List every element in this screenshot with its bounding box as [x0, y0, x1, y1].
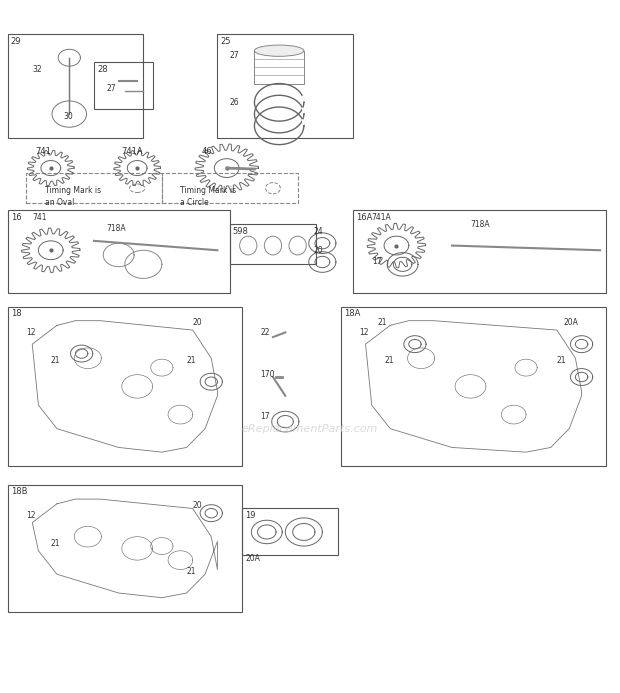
Text: 20A: 20A: [245, 554, 260, 563]
Text: 21: 21: [187, 356, 196, 365]
Text: 18: 18: [11, 309, 21, 318]
Text: 17: 17: [260, 412, 270, 421]
Text: 718A: 718A: [106, 225, 126, 234]
Text: 19: 19: [245, 511, 255, 520]
Text: 18B: 18B: [11, 487, 27, 496]
Text: eReplacementParts.com: eReplacementParts.com: [242, 424, 378, 435]
Text: 12: 12: [26, 328, 35, 337]
Text: 741A: 741A: [372, 213, 391, 222]
Text: 26: 26: [230, 98, 239, 107]
Ellipse shape: [254, 45, 304, 56]
Text: Timing Mark is
a Circle: Timing Mark is a Circle: [180, 186, 236, 207]
Text: 741: 741: [35, 146, 51, 155]
Text: 741A: 741A: [122, 146, 143, 155]
Text: 21: 21: [187, 568, 196, 576]
Text: 27: 27: [230, 51, 239, 60]
Text: 20: 20: [193, 502, 202, 511]
Bar: [254, 51, 304, 84]
Text: Timing Mark is
an Oval: Timing Mark is an Oval: [45, 186, 100, 207]
Text: 170: 170: [260, 370, 275, 379]
Text: 16A: 16A: [356, 213, 373, 222]
Text: 20A: 20A: [563, 318, 578, 327]
Text: 21: 21: [51, 356, 60, 365]
Text: 17: 17: [372, 257, 381, 266]
Text: 29: 29: [11, 37, 21, 46]
Text: 28: 28: [97, 64, 108, 73]
Text: 20: 20: [313, 246, 323, 255]
Text: 12: 12: [26, 511, 35, 520]
Text: 20: 20: [193, 318, 202, 327]
Text: 22: 22: [260, 328, 270, 337]
Text: 18A: 18A: [344, 309, 360, 318]
Text: 741: 741: [32, 213, 46, 222]
Text: 16: 16: [11, 213, 21, 222]
Text: 46: 46: [202, 147, 213, 156]
Text: 21: 21: [378, 318, 388, 327]
Text: 27: 27: [106, 84, 116, 93]
Text: 25: 25: [221, 37, 231, 46]
Text: 30: 30: [63, 112, 73, 121]
Text: 12: 12: [360, 328, 369, 337]
Text: 21: 21: [557, 356, 567, 365]
Text: 598: 598: [233, 227, 249, 236]
Text: 24: 24: [313, 227, 323, 236]
Text: 21: 21: [384, 356, 394, 365]
Text: 21: 21: [51, 539, 60, 548]
Text: 718A: 718A: [471, 220, 490, 229]
Text: 32: 32: [32, 65, 42, 74]
